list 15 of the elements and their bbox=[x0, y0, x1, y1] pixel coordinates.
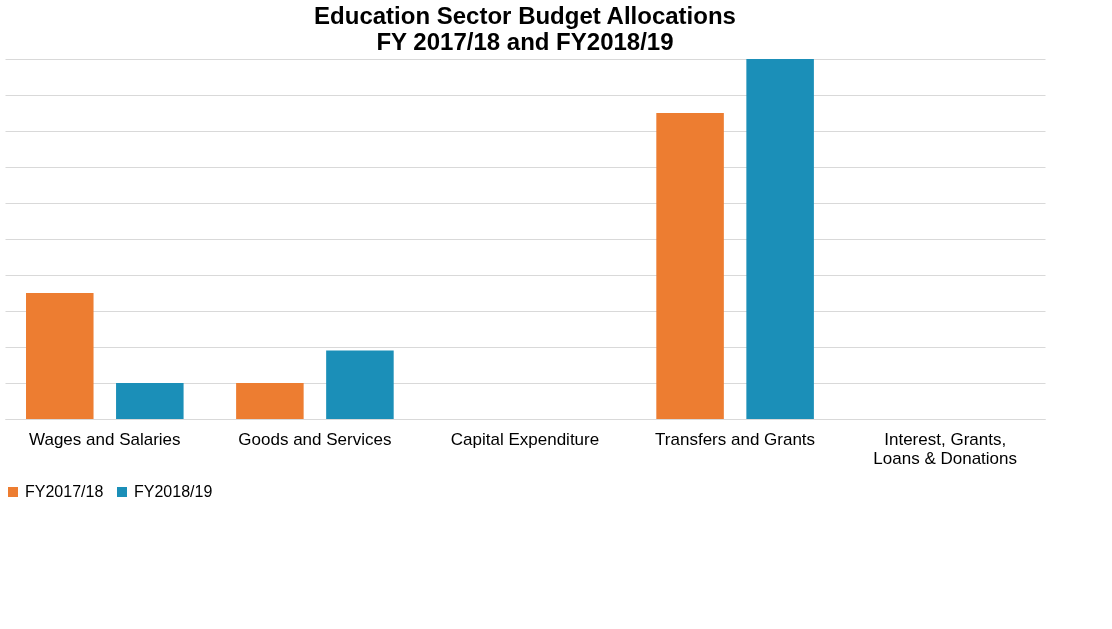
bar bbox=[656, 113, 724, 419]
bar bbox=[26, 293, 94, 419]
x-tick-label: Capital Expenditure bbox=[450, 429, 600, 449]
bar bbox=[746, 59, 814, 419]
legend-label: FY2017/18 bbox=[25, 483, 104, 500]
x-tick-label: Transfers and Grants bbox=[655, 429, 816, 449]
bar bbox=[326, 350, 394, 419]
text: Education Sector Budget Allocations bbox=[314, 2, 736, 29]
bar bbox=[116, 383, 184, 419]
legend-label: FY2018/19 bbox=[134, 483, 213, 500]
x-tick-label: Wages and Salaries bbox=[29, 429, 181, 449]
x-tick-label: Interest, Grants, Loans & Donations bbox=[873, 429, 1018, 468]
x-tick-label: Goods and Services bbox=[238, 429, 392, 449]
bar bbox=[236, 383, 304, 419]
text: FY 2017/18 and FY2018/19 bbox=[376, 28, 674, 55]
